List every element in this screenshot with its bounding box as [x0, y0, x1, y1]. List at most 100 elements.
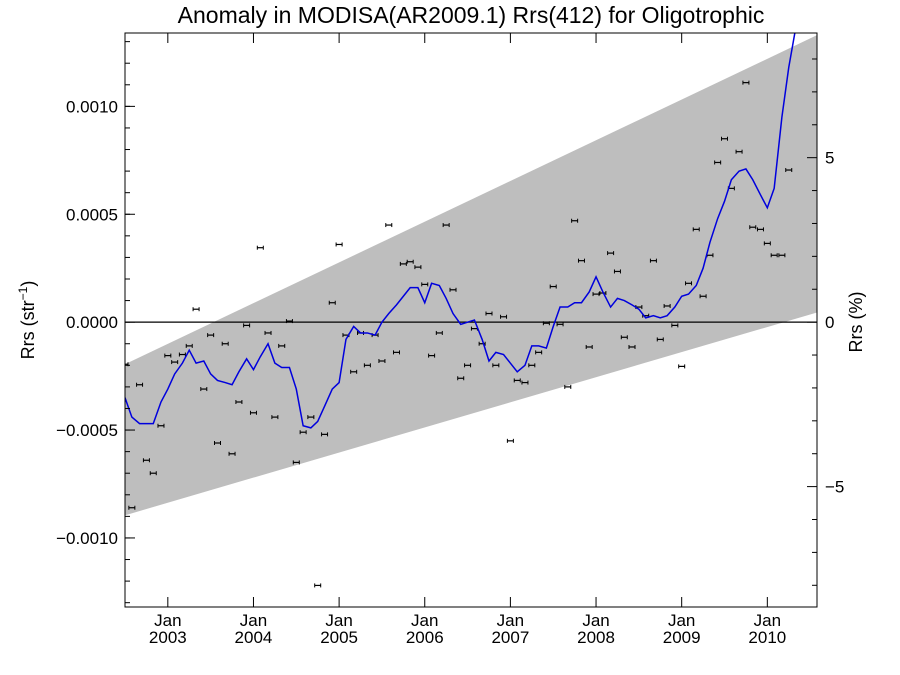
data-point [243, 323, 251, 328]
data-point [392, 350, 400, 355]
x-tick-month: Jan [325, 611, 352, 630]
x-tick-year: 2010 [748, 628, 786, 647]
y-tick-label: 0.0010 [66, 97, 118, 116]
data-point [414, 265, 422, 270]
data-point [714, 160, 722, 165]
trend-band [125, 35, 817, 516]
y-axis-title-left: Rrs (str−1) [16, 281, 38, 360]
data-point [385, 223, 393, 228]
data-point [671, 323, 679, 328]
data-point [564, 384, 572, 389]
data-point [428, 353, 436, 358]
data-point [692, 227, 700, 232]
x-tick-year: 2004 [235, 628, 273, 647]
data-point [535, 350, 543, 355]
data-point [200, 387, 208, 392]
x-tick-year: 2009 [663, 628, 701, 647]
data-point [485, 311, 493, 316]
data-point [363, 363, 371, 368]
y-tick-label: −0.0005 [56, 421, 118, 440]
data-point [613, 269, 621, 274]
plot-area [125, 33, 817, 588]
data-point [620, 335, 628, 340]
data-point [756, 227, 764, 232]
data-point [506, 438, 514, 443]
y-tick-label: 0.0000 [66, 313, 118, 332]
data-point [592, 292, 600, 297]
x-tick-month: Jan [240, 611, 267, 630]
data-point [542, 321, 550, 326]
y-axis-title-right: Rrs (%) [846, 292, 866, 353]
data-point [328, 300, 336, 305]
data-point [571, 218, 579, 223]
data-point [656, 337, 664, 342]
data-point [314, 583, 322, 588]
data-point [678, 364, 686, 369]
y-right-tick-label: 0 [825, 313, 834, 332]
x-axis: Jan2003Jan2004Jan2005Jan2006Jan2007Jan20… [149, 33, 786, 647]
data-point [399, 261, 407, 266]
data-point [500, 314, 508, 319]
data-point [663, 303, 671, 308]
data-point [449, 287, 457, 292]
data-point [528, 363, 536, 368]
left-axis: 0.0010 0.0005 0.0000 −0.0005 −0.0010 [56, 41, 135, 604]
data-point [492, 363, 500, 368]
data-point [770, 253, 778, 258]
data-point [350, 369, 358, 374]
data-point [264, 330, 272, 335]
data-point [685, 281, 693, 286]
data-point [213, 441, 221, 445]
data-point [285, 319, 293, 324]
data-point [421, 282, 429, 287]
data-point [521, 380, 529, 385]
data-point [149, 471, 157, 476]
data-point [577, 258, 585, 263]
data-point [649, 258, 657, 263]
data-point [128, 505, 136, 510]
x-tick-year: 2005 [320, 628, 358, 647]
x-tick-year: 2008 [577, 628, 615, 647]
data-point [556, 322, 564, 327]
data-point [142, 458, 150, 463]
data-point [335, 242, 343, 247]
x-tick-year: 2003 [149, 628, 187, 647]
data-point [785, 168, 793, 173]
chart-title: Anomaly in MODISA(AR2009.1) Rrs(412) for… [178, 2, 765, 28]
x-tick-month: Jan [582, 611, 609, 630]
data-point [735, 149, 743, 154]
data-point [207, 333, 215, 338]
y-right-tick-label: 5 [825, 149, 834, 168]
data-point [307, 415, 315, 420]
data-point [299, 430, 307, 435]
data-point [221, 341, 229, 346]
data-point [457, 376, 465, 381]
data-point [464, 363, 472, 368]
data-point [549, 284, 557, 289]
y-tick-label: −0.0010 [56, 529, 118, 548]
data-point [321, 432, 329, 437]
x-tick-month: Jan [668, 611, 695, 630]
data-point [435, 330, 443, 335]
data-point [585, 344, 593, 349]
data-point [136, 382, 144, 387]
plot-frame [124, 32, 818, 608]
x-tick-year: 2006 [406, 628, 444, 647]
data-point [513, 378, 521, 383]
y-right-tick-label: −5 [825, 478, 844, 497]
data-point [157, 423, 165, 428]
data-point [164, 353, 172, 358]
data-point [742, 80, 750, 85]
data-point [749, 225, 757, 230]
x-tick-month: Jan [754, 611, 781, 630]
data-point [378, 359, 386, 363]
right-axis: 5 0 −5 [807, 58, 844, 586]
data-point [249, 410, 257, 415]
data-point [628, 344, 636, 349]
data-point [406, 259, 414, 264]
data-point [442, 223, 450, 228]
data-point [235, 400, 243, 404]
data-point [256, 245, 264, 250]
data-point [721, 136, 729, 141]
